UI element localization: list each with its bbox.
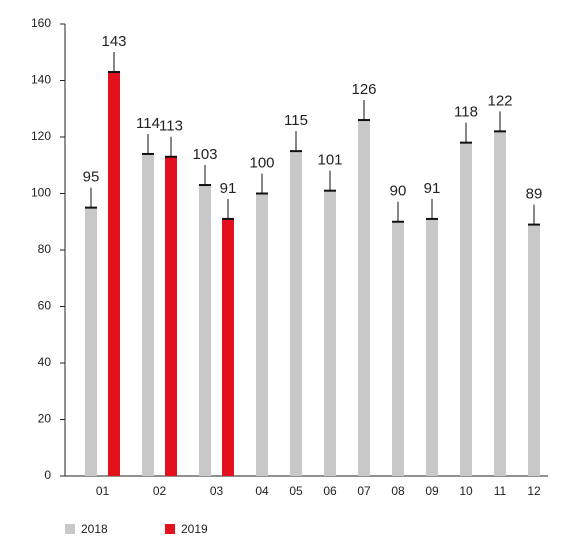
value-label: 91 (220, 180, 237, 197)
y-tick-label: 100 (31, 186, 51, 200)
bar (528, 224, 540, 476)
value-label: 100 (249, 154, 274, 171)
value-label: 113 (159, 118, 183, 135)
y-tick-label: 160 (31, 16, 51, 30)
y-tick-label: 60 (38, 299, 52, 313)
value-label: 122 (487, 92, 512, 109)
value-label: 90 (390, 183, 407, 200)
x-tick-label: 10 (459, 484, 473, 498)
x-tick-label: 01 (96, 484, 110, 498)
legend-swatch (65, 524, 75, 534)
y-tick-label: 40 (38, 355, 52, 369)
bar (222, 218, 234, 477)
legend-label: 2019 (181, 522, 208, 536)
bar (256, 193, 268, 476)
y-tick-label: 20 (38, 412, 52, 426)
value-label: 101 (317, 152, 342, 169)
bar (392, 221, 404, 476)
value-label: 143 (101, 33, 126, 50)
bar (165, 156, 177, 476)
x-tick-label: 06 (323, 484, 337, 498)
value-label: 89 (526, 186, 543, 203)
bar (358, 120, 370, 477)
bar (494, 131, 506, 476)
bar (426, 218, 438, 477)
y-tick-label: 120 (31, 129, 51, 143)
x-tick-label: 09 (425, 484, 439, 498)
value-label: 103 (192, 146, 217, 163)
x-tick-label: 08 (391, 484, 405, 498)
legend-swatch (165, 524, 175, 534)
legend-label: 2018 (81, 522, 108, 536)
bar (142, 153, 154, 476)
x-tick-label: 02 (153, 484, 167, 498)
y-tick-label: 140 (31, 73, 51, 87)
bar (290, 151, 302, 476)
x-tick-label: 12 (527, 484, 541, 498)
value-label: 95 (83, 169, 100, 186)
x-tick-label: 07 (357, 484, 371, 498)
value-label: 114 (136, 115, 160, 132)
value-label: 91 (424, 180, 441, 197)
y-tick-label: 80 (38, 242, 52, 256)
x-tick-label: 03 (210, 484, 224, 498)
y-tick-label: 0 (44, 468, 51, 482)
bar (85, 207, 97, 476)
bar (324, 190, 336, 477)
value-label: 126 (351, 81, 376, 98)
bar (460, 142, 472, 476)
bar (108, 72, 120, 477)
x-tick-label: 05 (289, 484, 303, 498)
bar (199, 185, 211, 476)
x-tick-label: 04 (255, 484, 269, 498)
x-tick-label: 11 (494, 484, 507, 498)
value-label: 118 (454, 104, 478, 121)
value-label: 115 (284, 112, 308, 129)
